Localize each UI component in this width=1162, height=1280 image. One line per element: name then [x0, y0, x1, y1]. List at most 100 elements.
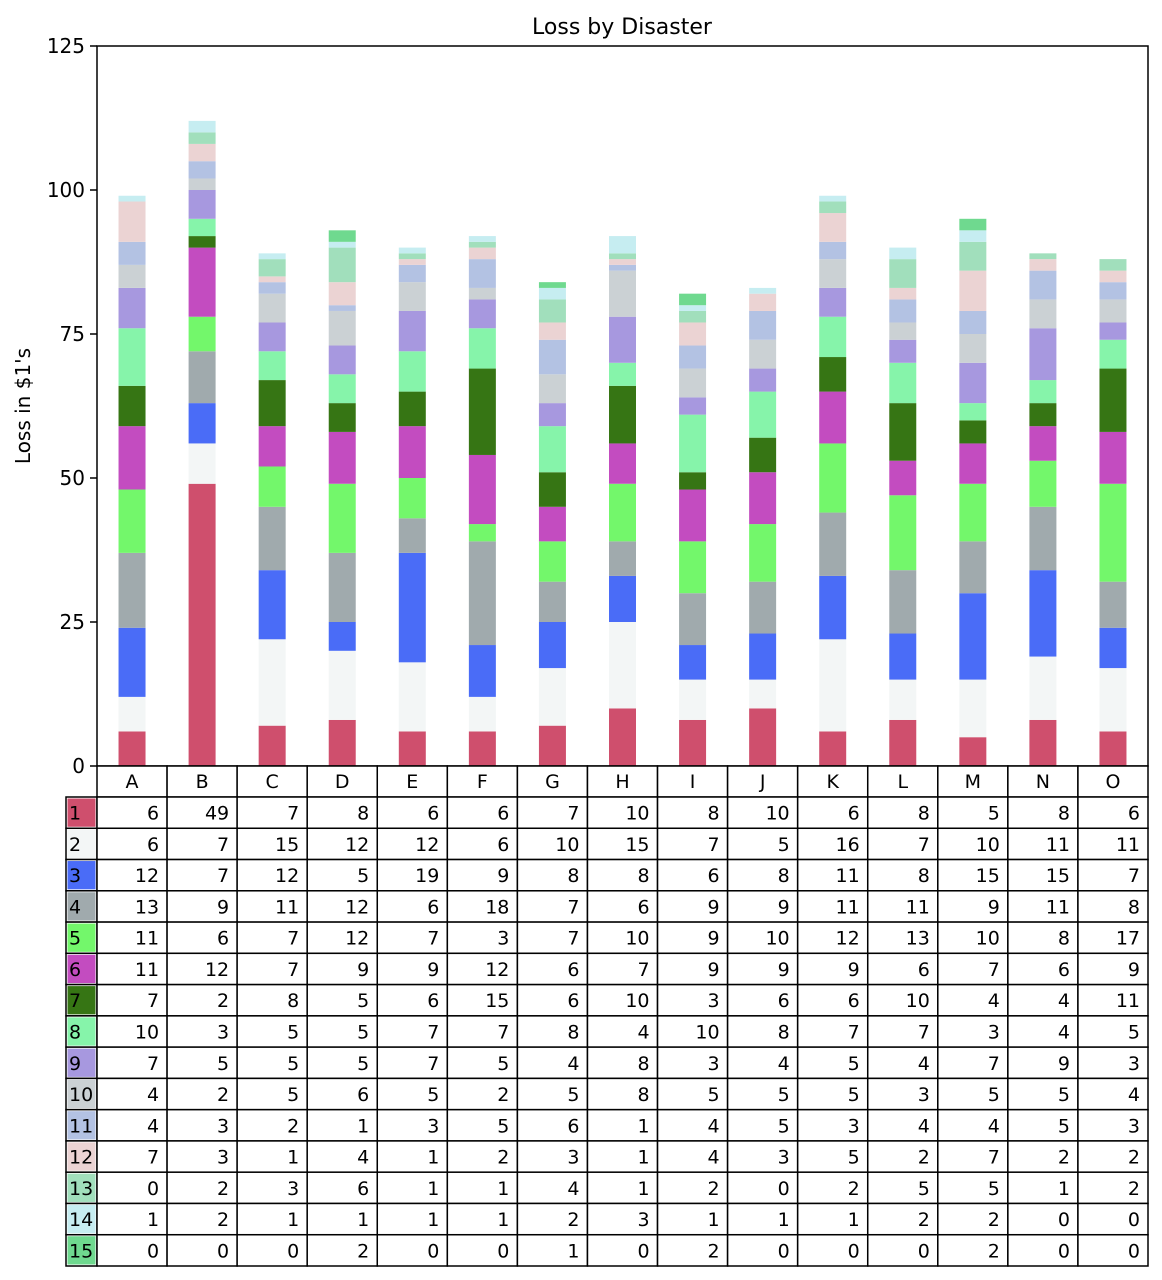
table-cell: [306, 983, 379, 1017]
bar-segment: [749, 293, 777, 311]
table-row-label: 7: [69, 990, 81, 1012]
table-cell: [796, 1077, 869, 1111]
table-row-label: 6: [69, 959, 81, 981]
table-cell-value: 8: [637, 865, 649, 887]
table-cell: [1077, 1171, 1149, 1205]
bar-segment: [538, 668, 566, 726]
table-cell-value: 4: [567, 1178, 579, 1200]
table-cell: [1077, 1140, 1149, 1173]
bar-segment: [959, 679, 987, 738]
table-cell-value: 3: [497, 928, 509, 950]
table-cell-value: 5: [357, 1022, 369, 1044]
table-cell: [726, 1077, 799, 1111]
bar-segment: [258, 351, 286, 381]
table-cell: [726, 1046, 799, 1080]
bar-segment: [679, 679, 707, 720]
table-cell-value: 8: [918, 803, 930, 825]
legend-swatch: [67, 1236, 96, 1265]
table-cell-value: 7: [147, 1053, 159, 1075]
bar-segment: [959, 270, 987, 311]
table-cell: [306, 921, 379, 955]
table-cell-value: 10: [625, 928, 649, 950]
bar-segment: [188, 143, 216, 162]
bar-segment: [328, 230, 356, 242]
bar-segment: [609, 443, 636, 484]
table-cell-value: 2: [497, 1084, 509, 1106]
table-cell-value: 10: [625, 803, 649, 825]
table-cell: [866, 1108, 939, 1142]
table-cell: [586, 858, 659, 892]
table-cell: [586, 1140, 659, 1173]
bar-segment: [609, 708, 636, 766]
bar-segment: [118, 696, 146, 732]
bar-segment: [1029, 460, 1057, 507]
legend-swatch: [67, 861, 96, 890]
table-cell: [166, 1015, 238, 1048]
bar-segment: [959, 541, 987, 594]
table-cell-value: 8: [287, 990, 299, 1012]
bar-segment: [118, 627, 146, 697]
bar-segment: [398, 264, 426, 283]
table-header-cell: [656, 765, 729, 798]
table-cell-value: 12: [345, 928, 369, 950]
bar-segment: [258, 466, 286, 507]
table-cell-value: 4: [708, 1147, 720, 1169]
bar-segment: [398, 478, 426, 519]
bar-segment: [679, 345, 707, 369]
table-cell-value: 2: [497, 1147, 509, 1169]
table-cell-value: 0: [217, 1240, 229, 1262]
table-cell: [937, 1077, 1009, 1111]
bar-segment: [538, 403, 566, 427]
table-cell: [166, 858, 238, 892]
table-cell: [866, 1015, 939, 1048]
table-cell-value: 3: [567, 1147, 579, 1169]
table-cell-value: 7: [147, 1147, 159, 1169]
legend-swatch: [67, 798, 96, 827]
table-cell: [516, 1108, 589, 1142]
table-cell: [656, 1140, 729, 1173]
table-cell-value: 6: [918, 959, 930, 981]
bar-segment: [959, 593, 987, 680]
bar-segment: [538, 282, 566, 288]
legend-swatch: [67, 892, 96, 921]
table-cell-value: 0: [497, 1240, 509, 1262]
table-cell: [796, 921, 869, 955]
bar-segment: [609, 259, 636, 265]
table-cell-value: 7: [427, 1053, 439, 1075]
table-cell-value: 15: [1046, 865, 1070, 887]
legend-swatch: [67, 1111, 96, 1140]
bar-segment: [1029, 299, 1057, 329]
bar-segment: [959, 362, 987, 404]
table-cell-value: 6: [217, 928, 229, 950]
table-cell-value: 11: [275, 896, 299, 918]
table-cell: [376, 921, 449, 955]
table-cell: [726, 1140, 799, 1173]
table-cell: [1007, 952, 1079, 986]
bar-segment: [188, 218, 216, 237]
table-cell: [516, 1233, 589, 1267]
table-cell-value: 5: [1058, 1115, 1070, 1137]
table-cell: [516, 796, 589, 830]
table-cell-value: 0: [1058, 1240, 1070, 1262]
y-tick-label: 125: [47, 34, 85, 58]
bar-segment: [889, 259, 917, 288]
bar-segment: [819, 213, 847, 242]
y-axis: 0 25 50 75 100 125: [47, 34, 97, 778]
y-tick-label: 25: [60, 610, 85, 634]
bar-segment: [468, 645, 496, 697]
bar-segment: [188, 190, 216, 219]
table-cell-value: 9: [988, 896, 1000, 918]
bar-segment: [468, 454, 496, 525]
table-cell-value: 3: [1128, 1115, 1140, 1137]
table-header-cell: [1007, 765, 1079, 798]
table-cell: [1077, 858, 1149, 892]
table-cell: [937, 796, 1009, 830]
table-row-label: 13: [69, 1178, 93, 1200]
table-cell-value: 1: [848, 1209, 860, 1231]
bar-segment: [679, 414, 707, 473]
data-table: A B C D E F G H I J K L M N O1 6 49 7 8 6 6 7 10 8 10 6 8 5 8 62 6 7 15 1…: [65, 765, 1149, 1267]
table-cell: [516, 1202, 589, 1236]
table-column-header: K: [826, 771, 839, 793]
bar-segment: [188, 351, 216, 404]
table-cell: [1007, 1202, 1079, 1236]
